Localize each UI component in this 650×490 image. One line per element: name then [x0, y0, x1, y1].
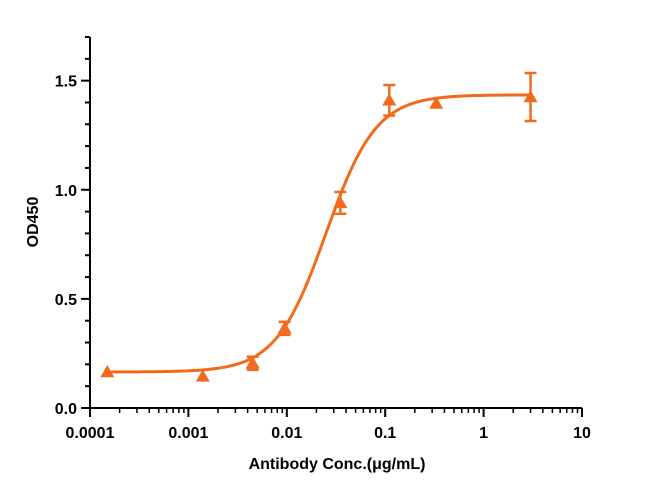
- data-point: [277, 320, 292, 337]
- triangle-marker: [195, 369, 210, 382]
- y-tick-label: 1.0: [55, 183, 77, 200]
- x-axis-title: Antibody Conc.(μg/mL): [249, 456, 426, 473]
- x-tick-label: 10: [573, 425, 591, 442]
- triangle-marker: [245, 356, 260, 369]
- triangle-marker: [333, 195, 348, 209]
- data-point: [245, 355, 260, 372]
- triangle-marker: [277, 321, 292, 334]
- triangle-marker: [523, 90, 538, 103]
- data-point: [523, 71, 538, 123]
- data-point: [100, 364, 115, 378]
- data-point: [382, 83, 397, 117]
- fit-curve-layer: [107, 93, 531, 374]
- y-tick-label: 0.0: [55, 401, 77, 418]
- y-axis-title: OD450: [25, 197, 42, 248]
- triangle-marker: [382, 93, 397, 106]
- axes-layer: 0.0 0.5 1.0 1.5 0.0001 0.001 0.01 0.1 1 10: [55, 36, 591, 442]
- data-points-layer: [100, 71, 538, 382]
- triangle-marker: [429, 96, 444, 109]
- x-tick-label: 0.1: [374, 425, 396, 442]
- data-point: [333, 190, 348, 216]
- data-point: [429, 96, 444, 109]
- y-tick-label: 0.5: [55, 292, 77, 309]
- triangle-marker: [100, 364, 115, 378]
- x-tick-label: 1: [479, 425, 488, 442]
- fit-curve-line: [107, 93, 531, 374]
- x-tick-label: 0.001: [168, 425, 208, 442]
- data-point: [195, 369, 210, 382]
- x-tick-label: 0.01: [271, 425, 302, 442]
- y-tick-label: 1.5: [55, 74, 77, 91]
- x-tick-label: 0.0001: [66, 425, 115, 442]
